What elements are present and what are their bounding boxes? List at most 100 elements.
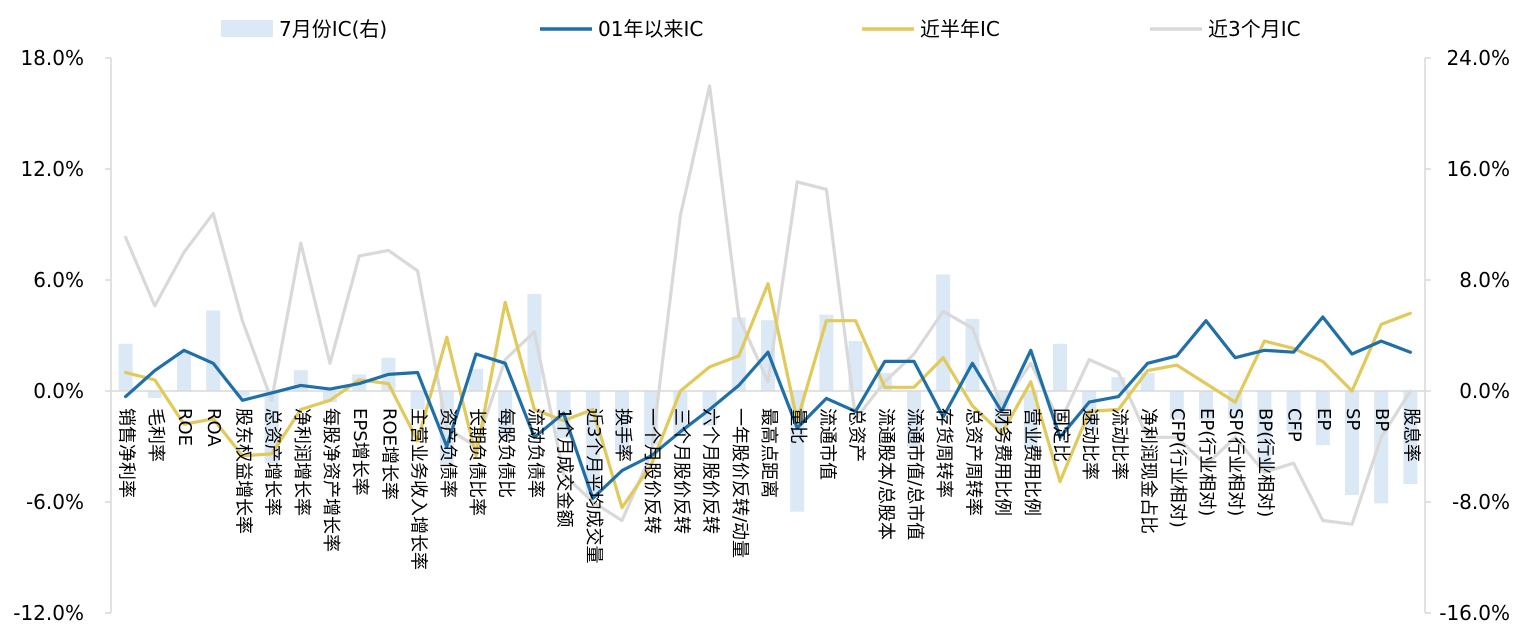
legend-label: 近3个月IC (1208, 17, 1301, 41)
legend-label: 近半年IC (920, 17, 1000, 41)
series-line-2 (123, 282, 1413, 510)
category-label-5: 总资产增长率 (262, 408, 283, 516)
legend-item-2: 近半年IC (862, 17, 1000, 41)
category-label-38: SP(行业相对) (1225, 408, 1246, 516)
category-label-15: 1个月成交金额 (554, 408, 575, 527)
category-label-20: 六个月股价反转 (700, 408, 721, 534)
left-tick-label: 0.0% (33, 379, 84, 403)
category-label-28: 存货周转率 (933, 408, 954, 498)
category-label-39: BP(行业相对) (1254, 408, 1275, 517)
category-label-42: SP (1342, 408, 1363, 430)
category-label-24: 流通市值 (816, 408, 837, 480)
left-tick-label: -6.0% (26, 490, 84, 514)
legend-item-0: 7月份IC(右) (221, 17, 387, 41)
category-label-6: 净利润增长率 (291, 408, 312, 516)
category-label-4: 股东权益增长率 (232, 408, 253, 534)
category-label-8: EPS增长率 (349, 408, 370, 496)
category-label-7: 每股净资产增长率 (320, 408, 341, 552)
category-label-34: 流动比率 (1108, 408, 1129, 480)
category-label-25: 总资产 (846, 408, 867, 462)
category-label-3: ROA (203, 408, 224, 447)
category-label-16: 近3个月平均成交量 (583, 408, 604, 563)
bar-17 (614, 391, 630, 451)
bar-0 (118, 343, 133, 391)
left-tick-label: -12.0% (13, 601, 84, 625)
category-label-19: 三个月股价反转 (670, 408, 691, 534)
right-tick-label: 0.0% (1459, 379, 1510, 403)
category-label-37: EP(行业相对) (1196, 408, 1217, 516)
bar-36 (1169, 391, 1184, 419)
category-label-26: 流通股本/总股本 (875, 408, 896, 540)
bar-44 (1403, 391, 1418, 484)
right-tick-label: 8.0% (1459, 268, 1510, 292)
category-label-41: EP (1313, 408, 1334, 430)
right-tick-label: 16.0% (1446, 157, 1510, 181)
bar-25 (848, 341, 863, 391)
category-label-2: ROE (174, 408, 195, 446)
legend-item-3: 近3个月IC (1150, 17, 1301, 41)
bar-28 (936, 274, 951, 391)
category-label-10: 主营业务收入增长率 (408, 408, 429, 570)
category-label-33: 速动比率 (1079, 408, 1100, 480)
legend-swatch-bar (221, 20, 273, 37)
bar-41 (1315, 391, 1330, 446)
category-label-35: 净利润现金占比 (1138, 408, 1159, 534)
bar-7 (322, 391, 338, 403)
category-label-40: CFP (1284, 408, 1305, 442)
category-label-43: BP (1371, 408, 1392, 431)
bar-13 (498, 391, 513, 439)
category-label-1: 毛利率 (145, 408, 166, 462)
bar-43 (1374, 391, 1389, 504)
category-label-22: 最高点距离 (758, 408, 779, 498)
left-tick-label: 6.0% (33, 268, 84, 292)
bar-37 (1198, 391, 1214, 421)
bar-32 (1052, 343, 1068, 391)
legend-label: 01年以来IC (598, 17, 703, 41)
line-series-layer (123, 84, 1413, 526)
bar-14 (527, 293, 542, 391)
category-label-30: 财务费用比例 (992, 408, 1013, 516)
bar-4 (235, 391, 250, 397)
bar-5 (264, 391, 279, 464)
bar-12 (468, 368, 484, 391)
bar-31 (1023, 391, 1038, 450)
bar-39 (1257, 391, 1272, 468)
legend-label: 7月份IC(右) (279, 17, 387, 41)
bar-2 (176, 352, 192, 391)
bar-10 (410, 391, 425, 410)
bar-42 (1344, 391, 1360, 496)
category-label-13: 每股负债比 (495, 408, 516, 498)
category-label-12: 长期负债比率 (466, 408, 487, 516)
category-label-31: 营业费用比例 (1021, 408, 1042, 516)
category-label-21: 一年股价反转/动量 (729, 408, 750, 558)
right-tick-label: -8.0% (1452, 490, 1510, 514)
category-label-9: ROE增长率 (378, 408, 399, 500)
category-label-32: 固定比 (1050, 408, 1071, 462)
series-line-3 (123, 84, 1413, 526)
category-label-36: CFP(行业相对) (1167, 408, 1188, 528)
series-line-1 (123, 315, 1413, 500)
category-label-17: 换手率 (612, 408, 633, 462)
category-label-14: 流动负债率 (524, 408, 545, 498)
category-label-44: 股息率 (1400, 408, 1421, 462)
left-tick-label: 12.0% (20, 157, 84, 181)
bar-40 (1286, 391, 1301, 432)
right-tick-label: 24.0% (1446, 46, 1510, 70)
legend: 7月份IC(右) 01年以来IC 近半年IC 近3个月IC (221, 17, 1301, 41)
axes-layer: -12.0% -6.0% 0.0% 6.0% 12.0% 18.0% -16.0% -8.0%… (13, 46, 1510, 625)
category-labels-layer: 销售净利率 毛利率 ROE ROA 股东权益增长率 总资产增长率 净利润增长率 每股净资产增长… (116, 408, 1422, 570)
category-label-23: 量比 (787, 408, 808, 444)
category-label-27: 流通市值/总市值 (904, 408, 925, 540)
category-label-11: 资产负债率 (437, 408, 458, 498)
right-tick-label: -16.0% (1439, 601, 1510, 625)
bar-1 (147, 391, 162, 398)
category-label-18: 一个月股价反转 (641, 408, 662, 534)
category-label-0: 销售净利率 (116, 408, 137, 498)
bar-27 (906, 391, 922, 447)
legend-item-1: 01年以来IC (540, 17, 703, 41)
category-label-29: 总资产周转率 (962, 408, 983, 516)
bar-3 (206, 310, 221, 391)
left-tick-label: 18.0% (20, 46, 84, 70)
